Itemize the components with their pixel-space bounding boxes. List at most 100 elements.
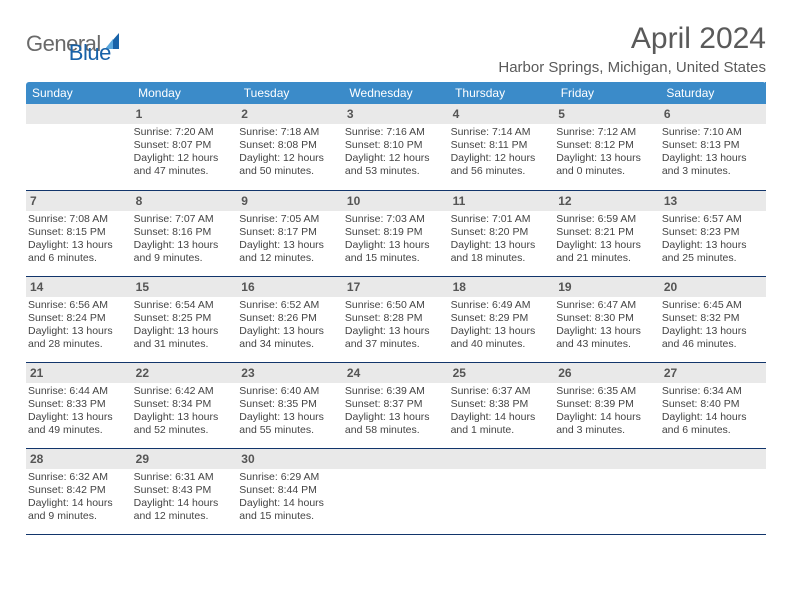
calendar-cell: 17 Sunrise: 6:50 AMSunset: 8:28 PMDayligh…	[343, 276, 449, 362]
day-info: Sunrise: 7:01 AMSunset: 8:20 PMDaylight:…	[449, 213, 555, 266]
sunset-text: Sunset: 8:16 PM	[134, 226, 236, 239]
daynum-row: 19	[554, 277, 660, 297]
daylight-text: Daylight: 13 hours and 52 minutes.	[134, 411, 236, 437]
sunrise-text: Sunrise: 6:52 AM	[239, 299, 341, 312]
daynum-row: .	[343, 449, 449, 469]
sunset-text: Sunset: 8:29 PM	[451, 312, 553, 325]
day-info: Sunrise: 7:14 AMSunset: 8:11 PMDaylight:…	[449, 126, 555, 179]
day-info: Sunrise: 6:52 AMSunset: 8:26 PMDaylight:…	[237, 299, 343, 352]
calendar-cell: 15Sunrise: 6:54 AMSunset: 8:25 PMDayligh…	[132, 276, 238, 362]
day-header: Wednesday	[343, 82, 449, 104]
calendar-cell: 4Sunrise: 7:14 AMSunset: 8:11 PMDaylight…	[449, 104, 555, 190]
calendar-cell: .	[449, 448, 555, 534]
day-info: Sunrise: 7:10 AMSunset: 8:13 PMDaylight:…	[660, 126, 766, 179]
sunrise-text: Sunrise: 6:40 AM	[239, 385, 341, 398]
sunrise-text: Sunrise: 7:16 AM	[345, 126, 447, 139]
daynum-row: 17	[343, 277, 449, 297]
day-number: 30	[241, 452, 254, 466]
sunrise-text: Sunrise: 6:34 AM	[662, 385, 764, 398]
day-number: 27	[664, 366, 677, 380]
sunset-text: Sunset: 8:11 PM	[451, 139, 553, 152]
daylight-text: Daylight: 14 hours and 6 minutes.	[662, 411, 764, 437]
day-header: Tuesday	[237, 82, 343, 104]
daynum-row: 9	[237, 191, 343, 211]
daylight-text: Daylight: 13 hours and 9 minutes.	[134, 239, 236, 265]
daylight-text: Daylight: 14 hours and 9 minutes.	[28, 497, 130, 523]
sunrise-text: Sunrise: 7:20 AM	[134, 126, 236, 139]
sunset-text: Sunset: 8:39 PM	[556, 398, 658, 411]
daylight-text: Daylight: 12 hours and 50 minutes.	[239, 152, 341, 178]
day-info: Sunrise: 6:37 AMSunset: 8:38 PMDaylight:…	[449, 385, 555, 438]
day-number: 3	[347, 107, 354, 121]
sunset-text: Sunset: 8:44 PM	[239, 484, 341, 497]
day-info: Sunrise: 6:56 AMSunset: 8:24 PMDaylight:…	[26, 299, 132, 352]
day-number: 25	[453, 366, 466, 380]
calendar-cell: 27 Sunrise: 6:34 AMSunset: 8:40 PMDayligh…	[660, 362, 766, 448]
daynum-row: 2	[237, 104, 343, 124]
daynum-row: 29	[132, 449, 238, 469]
day-number: 24	[347, 366, 360, 380]
day-info: Sunrise: 7:05 AMSunset: 8:17 PMDaylight:…	[237, 213, 343, 266]
brand-logo: General Blue	[26, 22, 111, 66]
calendar-cell: 11Sunrise: 7:01 AMSunset: 8:20 PMDayligh…	[449, 190, 555, 276]
day-number: 12	[558, 194, 571, 208]
calendar-cell: 6Sunrise: 7:10 AMSunset: 8:13 PMDaylight…	[660, 104, 766, 190]
day-info: Sunrise: 7:12 AMSunset: 8:12 PMDaylight:…	[554, 126, 660, 179]
calendar-cell: 13Sunrise: 6:57 AMSunset: 8:23 PMDayligh…	[660, 190, 766, 276]
daynum-row: 24	[343, 363, 449, 383]
day-number: 16	[241, 280, 254, 294]
daynum-row: .	[554, 449, 660, 469]
day-info: Sunrise: 6:35 AMSunset: 8:39 PMDaylight:…	[554, 385, 660, 438]
calendar-cell: 24Sunrise: 6:39 AMSunset: 8:37 PMDayligh…	[343, 362, 449, 448]
sunrise-text: Sunrise: 6:37 AM	[451, 385, 553, 398]
sunset-text: Sunset: 8:33 PM	[28, 398, 130, 411]
sunrise-text: Sunrise: 7:05 AM	[239, 213, 341, 226]
daynum-row: 3	[343, 104, 449, 124]
sunset-text: Sunset: 8:34 PM	[134, 398, 236, 411]
sunrise-text: Sunrise: 6:29 AM	[239, 471, 341, 484]
calendar-cell: 3Sunrise: 7:16 AMSunset: 8:10 PMDaylight…	[343, 104, 449, 190]
sunrise-text: Sunrise: 6:54 AM	[134, 299, 236, 312]
day-info: Sunrise: 6:50 AMSunset: 8:28 PMDaylight:…	[343, 299, 449, 352]
daylight-text: Daylight: 12 hours and 47 minutes.	[134, 152, 236, 178]
calendar-row: 14Sunrise: 6:56 AMSunset: 8:24 PMDayligh…	[26, 276, 766, 362]
sunset-text: Sunset: 8:35 PM	[239, 398, 341, 411]
calendar-table: SundayMondayTuesdayWednesdayThursdayFrid…	[26, 82, 766, 535]
calendar-cell: 26Sunrise: 6:35 AMSunset: 8:39 PMDayligh…	[554, 362, 660, 448]
calendar-cell: 7Sunrise: 7:08 AMSunset: 8:15 PMDaylight…	[26, 190, 132, 276]
calendar-cell: 14Sunrise: 6:56 AMSunset: 8:24 PMDayligh…	[26, 276, 132, 362]
day-info: Sunrise: 6:49 AMSunset: 8:29 PMDaylight:…	[449, 299, 555, 352]
day-header: Saturday	[660, 82, 766, 104]
day-info: Sunrise: 7:08 AMSunset: 8:15 PMDaylight:…	[26, 213, 132, 266]
sunrise-text: Sunrise: 7:08 AM	[28, 213, 130, 226]
sunset-text: Sunset: 8:30 PM	[556, 312, 658, 325]
day-info: Sunrise: 6:40 AMSunset: 8:35 PMDaylight:…	[237, 385, 343, 438]
sunset-text: Sunset: 8:42 PM	[28, 484, 130, 497]
sunrise-text: Sunrise: 7:03 AM	[345, 213, 447, 226]
day-info: Sunrise: 6:42 AMSunset: 8:34 PMDaylight:…	[132, 385, 238, 438]
day-info: Sunrise: 6:34 AMSunset: 8:40 PMDaylight:…	[660, 385, 766, 438]
day-info: Sunrise: 6:32 AMSunset: 8:42 PMDaylight:…	[26, 471, 132, 524]
day-info: Sunrise: 6:45 AMSunset: 8:32 PMDaylight:…	[660, 299, 766, 352]
calendar-cell: 25 Sunrise: 6:37 AMSunset: 8:38 PMDayligh…	[449, 362, 555, 448]
calendar-cell: .	[343, 448, 449, 534]
daylight-text: Daylight: 12 hours and 56 minutes.	[451, 152, 553, 178]
month-title: April 2024	[498, 22, 766, 55]
daynum-row: 18	[449, 277, 555, 297]
page-header: General Blue April 2024 Harbor Springs, …	[26, 22, 766, 76]
daynum-row: 6	[660, 104, 766, 124]
calendar-row: 28Sunrise: 6:32 AMSunset: 8:42 PMDayligh…	[26, 448, 766, 534]
day-number: 10	[347, 194, 360, 208]
daylight-text: Daylight: 13 hours and 15 minutes.	[345, 239, 447, 265]
daynum-row: 1	[132, 104, 238, 124]
daynum-row: 7	[26, 191, 132, 211]
day-header: Sunday	[26, 82, 132, 104]
sunrise-text: Sunrise: 7:01 AM	[451, 213, 553, 226]
sunset-text: Sunset: 8:26 PM	[239, 312, 341, 325]
sunset-text: Sunset: 8:07 PM	[134, 139, 236, 152]
calendar-cell: .	[660, 448, 766, 534]
day-number: 13	[664, 194, 677, 208]
sunrise-text: Sunrise: 7:10 AM	[662, 126, 764, 139]
day-number: 17	[347, 280, 360, 294]
calendar-cell: 29Sunrise: 6:31 AMSunset: 8:43 PMDayligh…	[132, 448, 238, 534]
